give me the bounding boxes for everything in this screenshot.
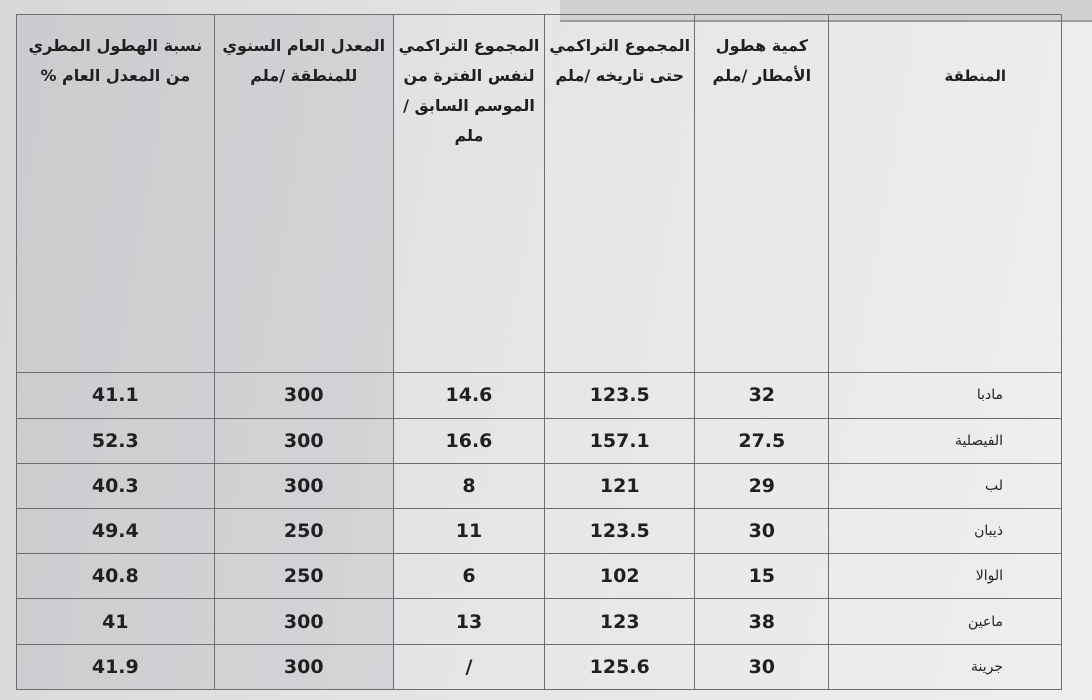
header-percentage: نسبة الهطول المطري من المعدل العام % [16, 13, 215, 374]
table-row: لب 29 121 8 300 40.3 [16, 462, 1062, 510]
table-row: ماعين 38 123 13 300 41 [16, 598, 1062, 645]
cell-percentage: 52.3 [16, 417, 215, 464]
cell-annual-average: 300 [213, 643, 394, 691]
cell-rainfall: 30 [694, 643, 830, 691]
header-region: المنطقة [828, 13, 1062, 374]
cell-percentage: 41.9 [16, 643, 215, 691]
rainfall-table: المنطقة كمية هطول الأمطار /ملم المجموع ا… [16, 13, 1062, 691]
cell-previous-season: 14.6 [392, 372, 546, 419]
cell-region: جرينة [828, 643, 1062, 691]
cell-previous-season: 13 [392, 598, 546, 645]
header-previous-season: المجموع التراكمي لنفس الفترة من الموسم ا… [392, 13, 546, 374]
cell-annual-average: 300 [213, 372, 394, 419]
cell-cumulative: 123 [544, 598, 696, 645]
cell-region: ذيبان [828, 507, 1062, 555]
cell-rainfall: 30 [694, 507, 830, 555]
table-row: جرينة 30 125.6/300 41.9 [16, 643, 1062, 691]
cell-annual-average: 300 [213, 598, 394, 645]
table-row: الفيصلية 27.5 157.1 16.6 300 52.3 [16, 417, 1062, 464]
cell-percentage: 41 [16, 598, 215, 645]
header-annual-average: المعدل العام السنوي للمنطقة /ملم [213, 13, 394, 374]
cell-region: الوالا [828, 553, 1062, 600]
cell-rainfall: 38 [694, 598, 830, 645]
cell-region: الفيصلية [828, 417, 1062, 464]
cell-previous-season: 16.6 [392, 417, 546, 464]
header-rainfall: كمية هطول الأمطار /ملم [694, 13, 830, 374]
cell-cumulative: 102 [544, 553, 696, 600]
cell-rainfall: 27.5 [694, 417, 830, 464]
cell-rainfall: 29 [694, 462, 830, 510]
cell-previous-season: / [392, 643, 546, 691]
cell-percentage: 49.4 [16, 507, 215, 555]
cell-rainfall: 32 [694, 372, 830, 419]
cell-percentage: 40.8 [16, 553, 215, 600]
cell-region: لب [828, 462, 1062, 510]
table-row: مادبا 32 123.5 14.6 300 41.1 [16, 372, 1062, 419]
header-row: المنطقة كمية هطول الأمطار /ملم المجموع ا… [16, 13, 1062, 374]
cell-cumulative: 125.6 [544, 643, 696, 691]
cell-percentage: 40.3 [16, 462, 215, 510]
cell-cumulative: 123.5 [544, 372, 696, 419]
header-cumulative: المجموع التراكمي حتى تاريخه /ملم [544, 13, 696, 374]
cell-previous-season: 11 [392, 507, 546, 555]
cell-rainfall: 15 [694, 553, 830, 600]
cell-previous-season: 6 [392, 553, 546, 600]
cell-previous-season: 8 [392, 462, 546, 510]
cell-annual-average: 250 [213, 553, 394, 600]
cell-region: مادبا [828, 372, 1062, 419]
cell-annual-average: 300 [213, 417, 394, 464]
cell-annual-average: 300 [213, 462, 394, 510]
cell-percentage: 41.1 [16, 372, 215, 419]
cell-cumulative: 121 [544, 462, 696, 510]
cell-cumulative: 123.5 [544, 507, 696, 555]
cell-cumulative: 157.1 [544, 417, 696, 464]
cell-region: ماعين [828, 598, 1062, 645]
table-row: الوالا 15 102 6 250 40.8 [16, 553, 1062, 600]
table-row: ذيبان 30 123.5 11 250 49.4 [16, 507, 1062, 555]
cell-annual-average: 250 [213, 507, 394, 555]
